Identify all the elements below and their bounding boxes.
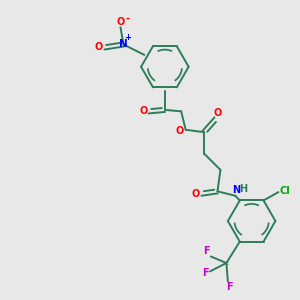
Text: O: O: [213, 108, 222, 118]
Text: O: O: [192, 189, 200, 199]
Text: O: O: [175, 126, 183, 136]
Text: H: H: [239, 184, 247, 194]
Text: O: O: [116, 17, 124, 27]
Text: C: C: [224, 260, 228, 266]
Text: -: -: [125, 14, 129, 24]
Text: F: F: [226, 282, 233, 292]
Text: O: O: [95, 43, 103, 52]
Text: F: F: [202, 268, 209, 278]
Text: Cl: Cl: [280, 186, 290, 196]
Text: O: O: [139, 106, 147, 116]
Text: F: F: [203, 246, 210, 256]
Text: N: N: [232, 185, 240, 195]
Text: +: +: [124, 33, 131, 42]
Text: N: N: [119, 40, 128, 50]
